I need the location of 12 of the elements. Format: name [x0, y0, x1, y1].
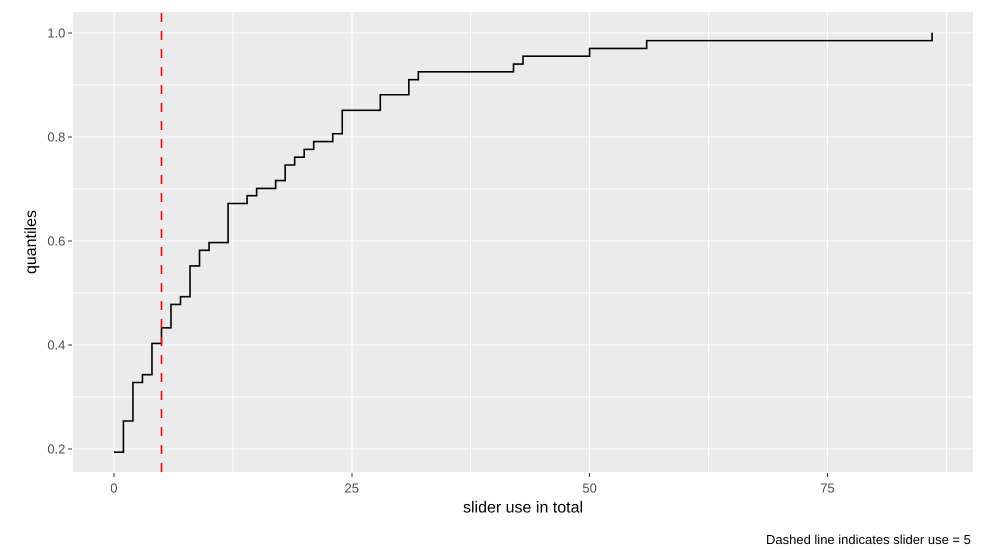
y-tick-label: 0.2: [47, 442, 66, 457]
y-tick-label: 0.4: [47, 338, 66, 353]
x-tick-label: 25: [344, 480, 359, 496]
x-tick-label: 50: [582, 480, 597, 496]
text: Dashed line indicates slider use = 5: [766, 532, 971, 547]
x-tick-label: 0: [110, 480, 118, 496]
x-tick-label: 75: [820, 480, 835, 496]
y-axis-title: quantiles: [23, 210, 40, 274]
y-tick-label: 0.8: [47, 129, 66, 144]
x-axis-title: slider use in total: [462, 499, 584, 516]
y-tick-label: 0.6: [47, 234, 66, 249]
y-tick-label: 1.0: [47, 25, 66, 40]
